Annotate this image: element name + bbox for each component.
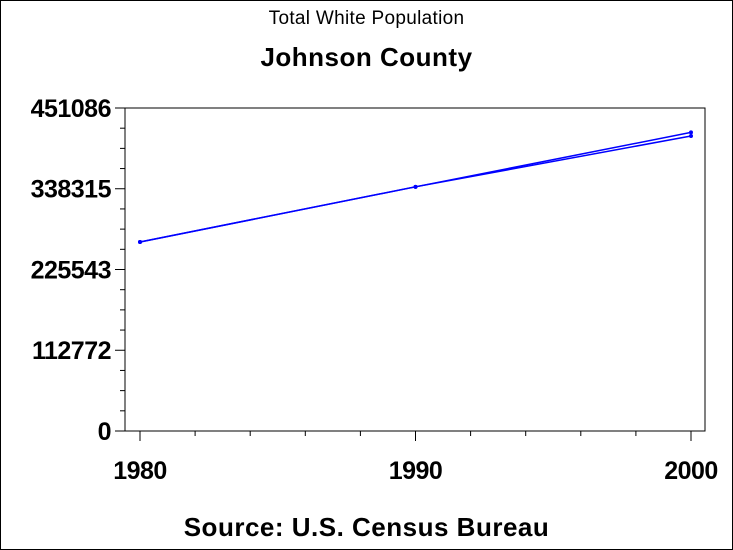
x-tick-label: 1980 <box>113 457 167 485</box>
y-tick-label: 112772 <box>32 337 111 365</box>
x-tick-label: 1990 <box>389 457 443 485</box>
series-line <box>139 135 692 243</box>
y-tick-label: 225543 <box>31 257 111 285</box>
data-point <box>138 239 142 244</box>
y-tick-label: 451086 <box>31 95 111 123</box>
chart-title: Johnson County <box>260 42 473 72</box>
data-point <box>413 184 418 189</box>
y-tick-label: 338315 <box>31 176 112 204</box>
data-point <box>689 130 693 135</box>
y-axis: 0 112772 225543 338315 451086 <box>31 95 125 446</box>
plot-area <box>124 107 706 432</box>
x-axis: 1980 1990 2000 <box>113 431 718 485</box>
chart-subtitle: Total White Population <box>268 8 465 29</box>
series-group <box>138 130 693 244</box>
y-tick-label: 0 <box>98 418 111 446</box>
source-note: Source: U.S. Census Bureau <box>183 512 550 542</box>
data-point <box>689 133 693 138</box>
x-tick-label: 2000 <box>664 457 718 485</box>
